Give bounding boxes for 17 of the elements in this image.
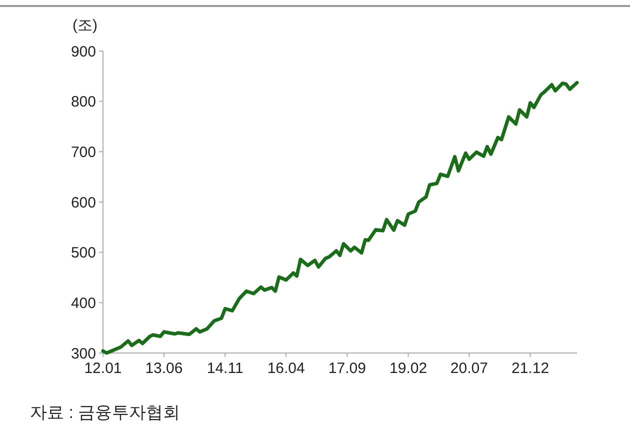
y-tick-label: 300: [70, 345, 96, 362]
x-tick-label: 16.04: [267, 360, 305, 377]
y-tick-label: 500: [70, 244, 96, 262]
y-axis-title: (조): [72, 17, 98, 34]
y-tick-label: 600: [70, 194, 96, 212]
x-tick-label: 17.09: [328, 360, 366, 377]
x-tick-label: 12.01: [84, 360, 122, 377]
y-tick-label: 800: [70, 94, 96, 111]
y-tick-label: 900: [70, 43, 96, 60]
x-tick-label: 21.12: [512, 360, 550, 377]
x-tick-label: 19.02: [390, 360, 428, 377]
y-tick-label: 700: [70, 144, 96, 161]
x-tick-label: 14.11: [206, 360, 244, 377]
x-tick-label: 20.07: [450, 360, 488, 377]
x-tick-label: 13.06: [145, 360, 183, 377]
text: 자료 : 금융투자협회: [30, 403, 180, 422]
y-tick-label: 400: [70, 294, 96, 312]
